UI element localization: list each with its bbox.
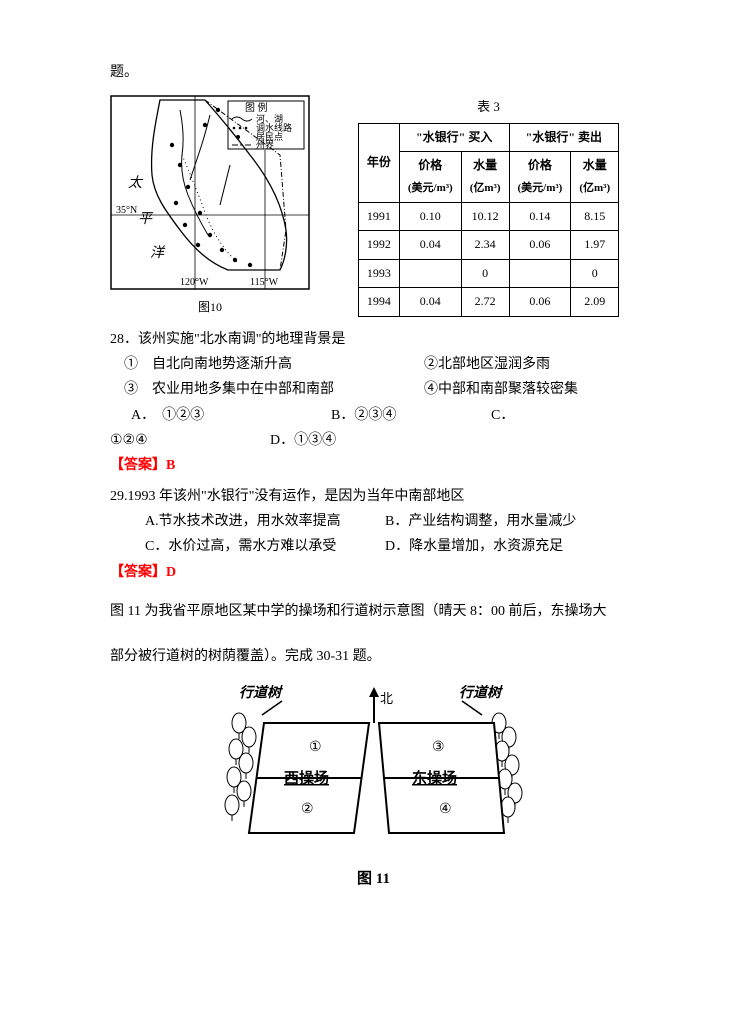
- th-sell-vol: 水量(亿m³): [571, 152, 619, 202]
- tree-row-left: [225, 713, 256, 821]
- th-buy-vol: 水量(亿m³): [461, 152, 509, 202]
- ocean-3: 洋: [150, 245, 166, 261]
- north-label: 北: [380, 691, 393, 706]
- lon-120w: 120°W: [180, 277, 209, 288]
- intro-fragment: 题。: [110, 60, 637, 85]
- th-buy: "水银行" 买入: [399, 123, 509, 152]
- table-3: 表 3 年份 "水银行" 买入 "水银行" 卖出 价格(美元/m³) 水量(亿m…: [340, 95, 637, 317]
- fig11-svg: 行道树 行道树 北: [194, 683, 554, 853]
- map-svg: 图 例 河、湖 调水线路 居民点 州界 35°N 太 平 洋: [110, 95, 310, 290]
- table-title: 表 3: [340, 95, 637, 118]
- water-bank-table: 年份 "水银行" 买入 "水银行" 卖出 价格(美元/m³) 水量(亿m³) 价…: [358, 123, 619, 317]
- east-field: 东操场: [412, 769, 457, 787]
- figure-11: 行道树 行道树 北: [110, 683, 637, 893]
- q28-opt-c2: ①②④: [110, 428, 270, 453]
- q28-opt-c: C．: [491, 403, 551, 428]
- q28-s4: ④中部和南部聚落较密集: [424, 377, 578, 402]
- q28-opt-a: A． ①②③: [131, 403, 331, 428]
- q28-answer: 【答案】B: [110, 453, 637, 478]
- ocean-2: 平: [138, 212, 154, 227]
- q28-s3: ③ 农业用地多集中在中部和南部: [124, 377, 424, 402]
- table-row: 19910.1010.120.148.15: [358, 202, 618, 231]
- q28-s1: ① 自北向南地势逐渐升高: [124, 352, 424, 377]
- q28-s2: ②北部地区湿润多雨: [424, 352, 550, 377]
- para-fig11-1: 图 11 为我省平原地区某中学的操场和行道树示意图（晴天 8：00 前后，东操场…: [110, 599, 637, 624]
- cell-4: ④: [439, 802, 452, 817]
- table-row: 19920.042.340.061.97: [358, 231, 618, 260]
- th-year: 年份: [358, 123, 399, 202]
- west-field: 西操场: [284, 769, 329, 787]
- cell-1: ①: [309, 740, 322, 755]
- lat-35n: 35°N: [116, 205, 137, 216]
- question-29: 29.1993 年该州"水银行"没有运作，是因为当年中南部地区 A.节水技术改进…: [110, 484, 637, 585]
- question-28: 28．该州实施"北水南调"的地理背景是 ① 自北向南地势逐渐升高 ②北部地区湿润…: [110, 327, 637, 478]
- th-buy-price: 价格(美元/m³): [399, 152, 461, 202]
- th-sell: "水银行" 卖出: [509, 123, 619, 152]
- map-caption: 图10: [110, 297, 310, 319]
- tree-label-left: 行道树: [239, 684, 283, 701]
- q29-answer: 【答案】D: [110, 560, 637, 585]
- map-figure: 图 例 河、湖 调水线路 居民点 州界 35°N 太 平 洋: [110, 95, 310, 319]
- cell-2: ②: [301, 802, 314, 817]
- legend-title: 图 例: [245, 101, 268, 114]
- figure-and-table-row: 图 例 河、湖 调水线路 居民点 州界 35°N 太 平 洋: [110, 95, 637, 319]
- ocean-1: 太: [128, 175, 144, 191]
- q29-opt-b: B．产业结构调整，用水量减少: [385, 509, 576, 534]
- q29-stem: 29.1993 年该州"水银行"没有运作，是因为当年中南部地区: [110, 484, 637, 509]
- q28-stem: 28．该州实施"北水南调"的地理背景是: [110, 327, 637, 352]
- table-row: 19940.042.720.062.09: [358, 288, 618, 317]
- cell-3: ③: [432, 740, 445, 755]
- q28-opt-b: B．②③④: [331, 403, 491, 428]
- tree-label-right: 行道树: [459, 684, 503, 701]
- table-row: 199300: [358, 259, 618, 288]
- q28-opt-d: D．①③④: [270, 428, 336, 453]
- q29-opt-d: D．降水量增加，水资源充足: [385, 534, 563, 559]
- q29-opt-a: A.节水技术改进，用水效率提高: [145, 509, 385, 534]
- para-fig11-2: 部分被行道树的树荫覆盖）。完成 30-31 题。: [110, 644, 637, 669]
- th-sell-price: 价格(美元/m³): [509, 152, 571, 202]
- lon-115w: 115°W: [250, 277, 279, 288]
- q29-opt-c: C．水价过高，需水方难以承受: [145, 534, 385, 559]
- fig11-caption: 图 11: [110, 866, 637, 893]
